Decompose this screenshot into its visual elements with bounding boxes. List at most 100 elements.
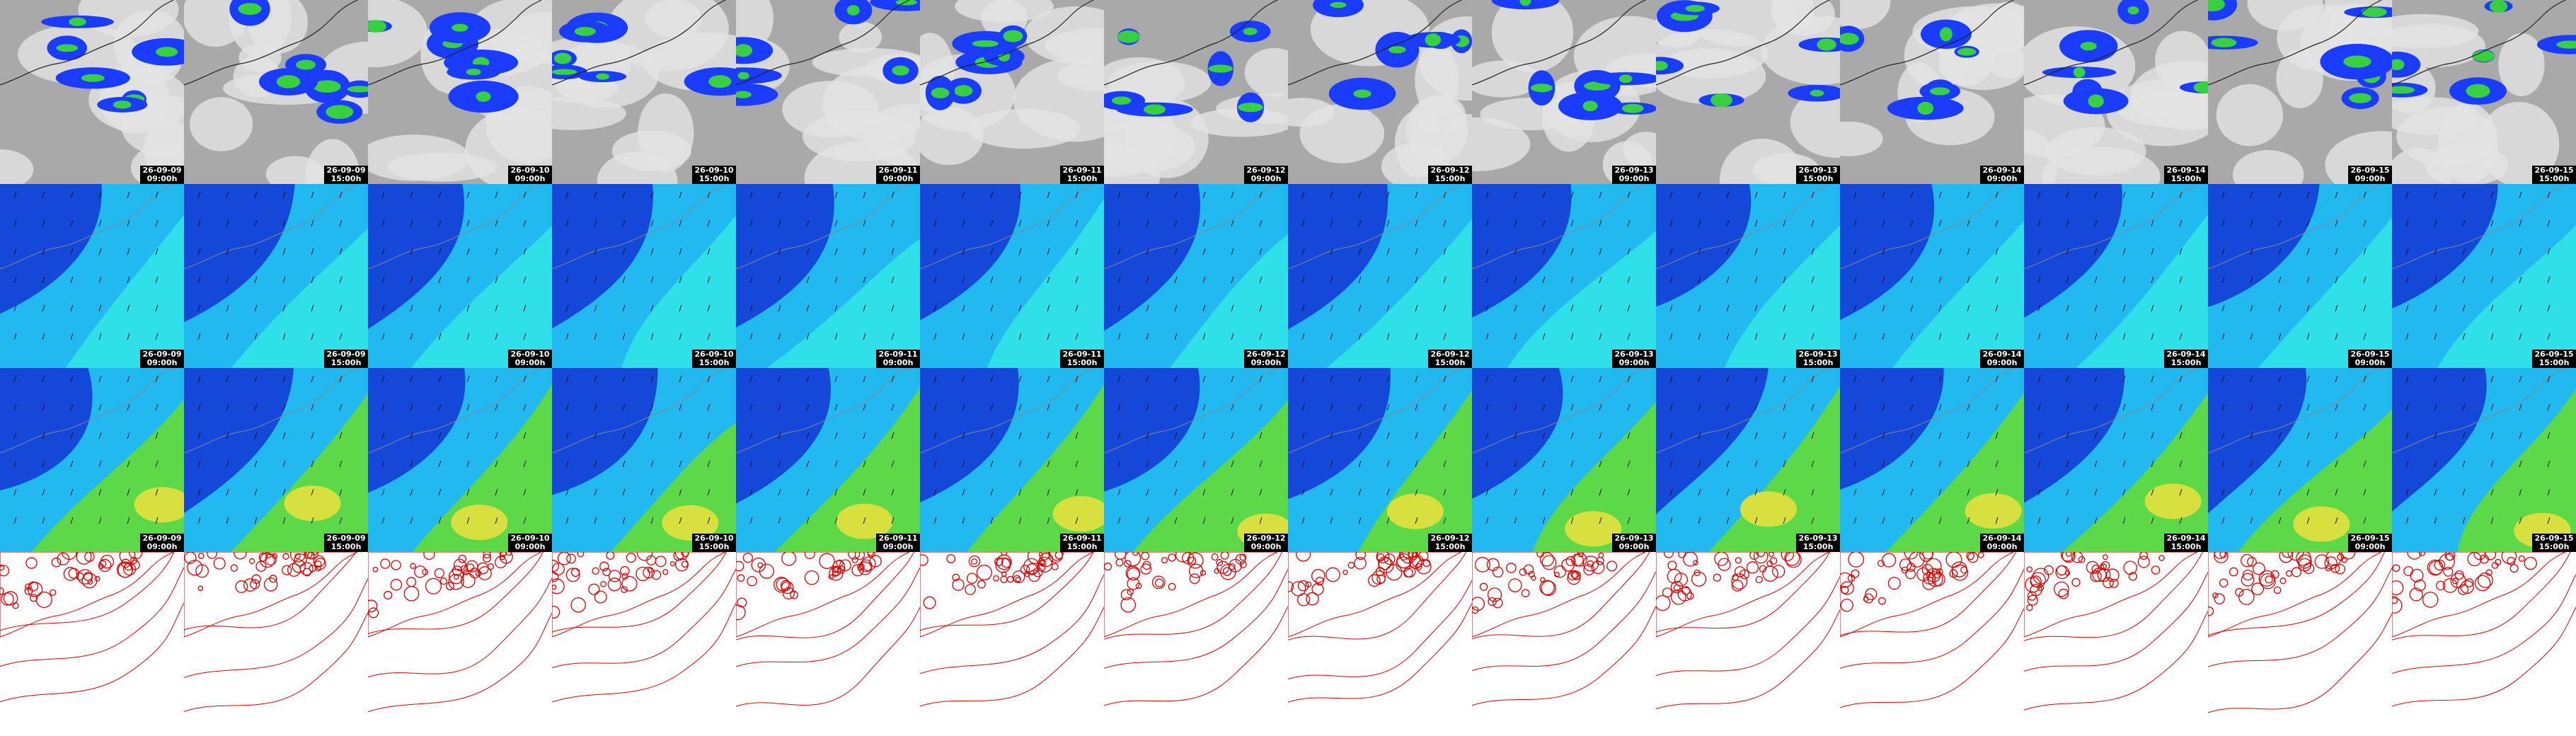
wind-barb (70, 488, 74, 496)
dense-contour (77, 569, 93, 585)
wind-barb (2066, 219, 2069, 227)
dense-contour (655, 556, 667, 568)
dense-contour (781, 552, 797, 566)
dense-contour (1187, 552, 1204, 569)
wind-barb (438, 191, 442, 199)
wind-barb (1995, 248, 1999, 255)
precip-core (2466, 84, 2490, 98)
precip-core (552, 69, 577, 75)
dense-contour (851, 564, 864, 577)
dense-contour (2214, 552, 2229, 563)
dense-contour (197, 585, 204, 592)
dense-contour (198, 553, 205, 559)
dense-contour (1487, 587, 1502, 602)
wind-barb (1259, 276, 1263, 284)
wind-barb (1174, 403, 1178, 411)
dense-contour (2071, 552, 2083, 563)
wind-barb (523, 488, 527, 496)
dense-contour (1049, 552, 1064, 561)
wind-barb (1202, 403, 1206, 411)
cloud (1045, 28, 1104, 65)
wind-barb (339, 460, 343, 468)
date-label: 26-09-14 (2166, 534, 2205, 543)
coastline (1656, 368, 1830, 454)
wind-barb (2094, 403, 2098, 411)
wind-barb (2122, 333, 2126, 340)
precip-core (1353, 89, 1372, 98)
panel-content (1656, 552, 1840, 736)
wind-barb (1358, 276, 1362, 284)
wind-barb (1075, 304, 1079, 312)
wind-barb (1514, 304, 1517, 312)
wind-barb (2405, 191, 2409, 199)
wind-barb (2547, 333, 2551, 340)
dense-contour (1492, 597, 1503, 609)
dense-contour (458, 554, 467, 563)
wind-barb (1938, 517, 1942, 524)
wind-barb (1783, 432, 1786, 439)
dense-contour (592, 567, 599, 575)
wind-barb (13, 460, 17, 468)
wind-barb (410, 375, 413, 383)
precip-core (892, 65, 909, 76)
dense-contour (2251, 582, 2265, 596)
wind-barb (1542, 304, 1546, 312)
wind-barb (339, 248, 343, 255)
panel-content (0, 552, 184, 736)
time-label: 09:00h (883, 174, 914, 183)
dense-contour (577, 552, 585, 558)
wind-barb (1910, 191, 1914, 199)
isobar (1288, 603, 1472, 703)
wind-barb (1117, 333, 1121, 340)
wind-barb (226, 304, 229, 312)
dense-contour (2092, 567, 2107, 582)
precip-core (2088, 94, 2104, 108)
wind-barb (311, 219, 314, 227)
wind-barb (1174, 488, 1178, 496)
wind-barb (1599, 403, 1602, 411)
wind-barb (127, 432, 130, 439)
dense-contour (2407, 552, 2422, 560)
date-label: 26-09-09 (326, 534, 365, 543)
wind-barb (1386, 375, 1390, 383)
wind-barb (933, 517, 937, 524)
wind-barb (466, 276, 470, 284)
wind-barb (2037, 488, 2041, 496)
wind-barb (1231, 333, 1234, 340)
coastline (736, 368, 910, 454)
wind-barb (2405, 333, 2409, 340)
wind-barb (2221, 488, 2225, 496)
dense-contour (747, 575, 757, 587)
wind-barb (863, 276, 866, 284)
coastline (1104, 184, 1278, 270)
time-label: 15:00h (1067, 174, 1098, 183)
wind-barb (523, 517, 527, 524)
dense-contour (2026, 604, 2033, 611)
dense-contour (51, 557, 62, 568)
coastline (552, 184, 726, 270)
dense-contour (804, 552, 815, 560)
wind-barb (70, 403, 74, 411)
wind-barb (990, 488, 994, 496)
dense-contour (1311, 569, 1326, 583)
wind-barb (226, 375, 229, 383)
field-high (65, 214, 184, 368)
wind-barb (565, 276, 569, 284)
wind-barb (339, 191, 343, 199)
wind-barb (2547, 191, 2551, 199)
wind-barb (339, 375, 343, 383)
wind-barb (2519, 248, 2522, 255)
wind-barb (1783, 375, 1786, 383)
wind-barb (2122, 304, 2126, 312)
wind-barb (1146, 276, 1149, 284)
dense-contour (294, 553, 301, 560)
wind-barb (1174, 333, 1178, 340)
wind-barb (1570, 460, 1574, 468)
wind-barb (1386, 219, 1390, 227)
precip-core (326, 105, 354, 119)
wind-barb (98, 276, 102, 284)
dense-contour (1037, 563, 1046, 572)
panel-content (368, 368, 552, 552)
dense-contour (1847, 574, 1856, 582)
wind-barb (1047, 460, 1050, 468)
